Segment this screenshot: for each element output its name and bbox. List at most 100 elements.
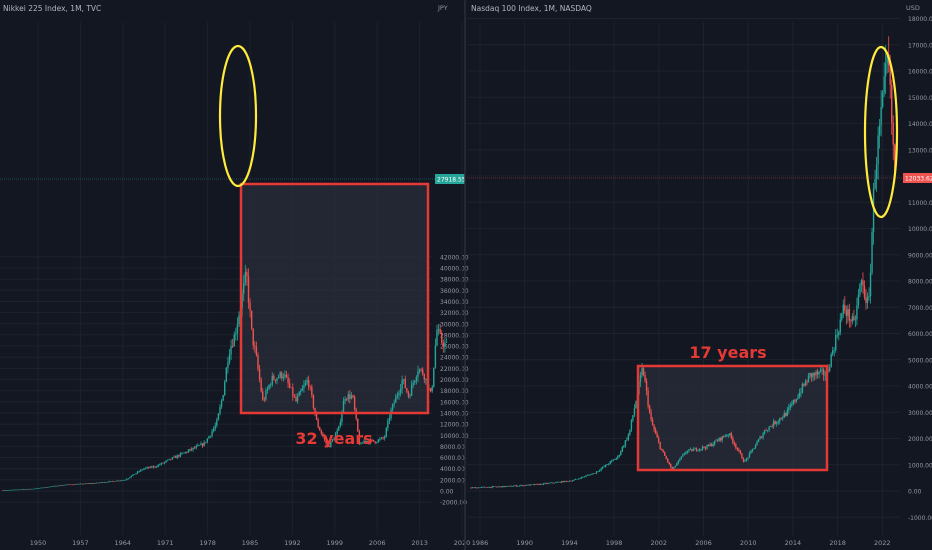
- candle-body: [444, 342, 446, 347]
- candle-body: [694, 448, 696, 450]
- candle-body: [167, 459, 169, 461]
- candle-body: [520, 485, 522, 486]
- candle-body: [136, 471, 139, 474]
- candle-body: [83, 483, 85, 485]
- candle-body: [7, 490, 9, 491]
- candle-body: [739, 450, 742, 454]
- candle-body: [632, 415, 634, 421]
- candle-body: [582, 476, 584, 478]
- candle-body: [645, 380, 648, 391]
- candle-body: [744, 460, 746, 462]
- candle-body: [439, 329, 441, 334]
- candle-body: [230, 346, 232, 355]
- candle-body: [129, 477, 131, 479]
- candle-body: [659, 442, 661, 449]
- candle-body: [395, 396, 397, 403]
- candle-body: [713, 440, 716, 445]
- candle-body: [319, 427, 321, 431]
- candle-body: [274, 379, 277, 381]
- annotation-label: 17 years: [689, 343, 766, 362]
- candle-body: [527, 484, 530, 486]
- candle-body: [706, 444, 708, 449]
- y-tick-label: 11000.00: [908, 200, 932, 207]
- candle-body: [18, 489, 20, 491]
- candle-body: [732, 437, 734, 443]
- candle-body: [847, 309, 849, 316]
- candle-body: [583, 476, 586, 478]
- candle-body: [644, 374, 646, 381]
- candle-body: [539, 483, 542, 485]
- x-tick-label: 1986: [472, 539, 489, 547]
- candle-body: [393, 402, 395, 405]
- candle-body: [317, 419, 319, 428]
- candle-body: [692, 449, 695, 452]
- candle-body: [27, 488, 30, 490]
- candle-body: [642, 368, 645, 375]
- candle-body: [651, 419, 654, 426]
- x-tick-label: 2014: [785, 539, 802, 547]
- candle-body: [168, 458, 171, 460]
- candle-body: [14, 489, 17, 491]
- candle-body: [314, 407, 316, 415]
- candle-body: [231, 346, 234, 347]
- candle-body: [756, 441, 758, 446]
- candle-body: [119, 480, 121, 482]
- candle-body: [822, 369, 825, 376]
- candle-body: [163, 461, 166, 464]
- y-tick-label: 1000.00: [908, 462, 932, 469]
- candle-body: [786, 409, 788, 416]
- chart-pane-1: -1000.00 0.00 1000.00 2000.00 3000.00 4000.00…: [467, 4, 932, 547]
- x-tick-label: 2010: [740, 539, 757, 547]
- candle-body: [565, 480, 568, 482]
- candle-body: [111, 481, 113, 482]
- candle-body: [603, 466, 605, 468]
- candle-body: [521, 485, 524, 486]
- x-tick-label: 2022: [874, 539, 891, 547]
- candle-body: [330, 441, 332, 448]
- candle-body: [152, 466, 155, 468]
- y-tick-label: 4000.00: [908, 384, 932, 391]
- candle-body: [271, 375, 273, 385]
- candle-body: [698, 449, 701, 451]
- candle-body: [41, 487, 44, 489]
- candle-body: [423, 374, 425, 380]
- y-tick-label: 36000.00: [440, 288, 469, 295]
- candle-body: [90, 483, 93, 484]
- candle-body: [414, 380, 416, 383]
- candle-body: [624, 440, 627, 446]
- candle-body: [671, 467, 673, 470]
- candle-body: [19, 489, 22, 491]
- candle-body: [804, 381, 807, 386]
- candle-body: [765, 430, 767, 431]
- candle-body: [798, 392, 801, 398]
- candle-body: [529, 484, 531, 486]
- candle-body: [347, 394, 349, 400]
- candle-body: [571, 480, 574, 482]
- last-price-tag: [903, 173, 932, 183]
- y-tick-label: -1000.00: [908, 515, 932, 522]
- candle-body: [159, 464, 161, 466]
- candle-body: [350, 395, 353, 399]
- candle-body: [374, 441, 376, 443]
- candle-body: [577, 478, 580, 480]
- candle-body: [216, 420, 218, 426]
- candle-body: [68, 484, 71, 486]
- candle-body: [594, 472, 596, 474]
- y-tick-label: 4000.00: [440, 466, 465, 473]
- candle-body: [503, 486, 505, 487]
- candle-body: [418, 369, 421, 372]
- candle-body: [598, 470, 601, 472]
- candle-body: [641, 368, 643, 376]
- candle-body: [60, 485, 63, 486]
- candle-body: [391, 404, 394, 410]
- candle-body: [726, 435, 728, 437]
- candle-body: [328, 446, 330, 448]
- candle-body: [544, 483, 546, 484]
- candle-body: [170, 458, 172, 460]
- candle-body: [576, 478, 578, 480]
- candle-body: [785, 413, 787, 416]
- candle-body: [750, 450, 752, 454]
- candle-body: [174, 456, 177, 458]
- candle-body: [618, 454, 621, 457]
- candle-body: [26, 489, 28, 490]
